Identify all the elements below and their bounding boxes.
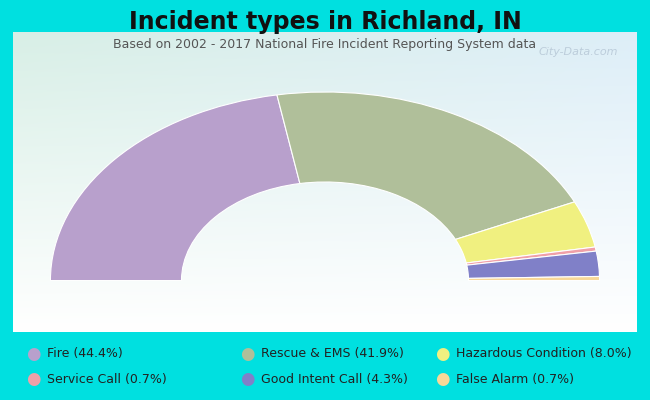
Wedge shape [456, 202, 595, 263]
Text: ●: ● [240, 370, 255, 388]
Text: ●: ● [26, 345, 40, 363]
Text: Rescue & EMS (41.9%): Rescue & EMS (41.9%) [261, 348, 404, 360]
Text: ●: ● [436, 370, 450, 388]
Wedge shape [51, 95, 300, 280]
Wedge shape [469, 276, 599, 280]
Text: Service Call (0.7%): Service Call (0.7%) [47, 373, 166, 386]
Text: False Alarm (0.7%): False Alarm (0.7%) [456, 373, 575, 386]
Text: Based on 2002 - 2017 National Fire Incident Reporting System data: Based on 2002 - 2017 National Fire Incid… [114, 38, 536, 51]
Text: ●: ● [26, 370, 40, 388]
Text: ●: ● [240, 345, 255, 363]
Text: Incident types in Richland, IN: Incident types in Richland, IN [129, 10, 521, 34]
Text: Good Intent Call (4.3%): Good Intent Call (4.3%) [261, 373, 408, 386]
Text: Fire (44.4%): Fire (44.4%) [47, 348, 123, 360]
Wedge shape [466, 247, 596, 265]
Text: City-Data.com: City-Data.com [539, 47, 618, 57]
Text: Hazardous Condition (8.0%): Hazardous Condition (8.0%) [456, 348, 632, 360]
Wedge shape [467, 251, 599, 278]
Text: ●: ● [436, 345, 450, 363]
Wedge shape [277, 92, 575, 240]
